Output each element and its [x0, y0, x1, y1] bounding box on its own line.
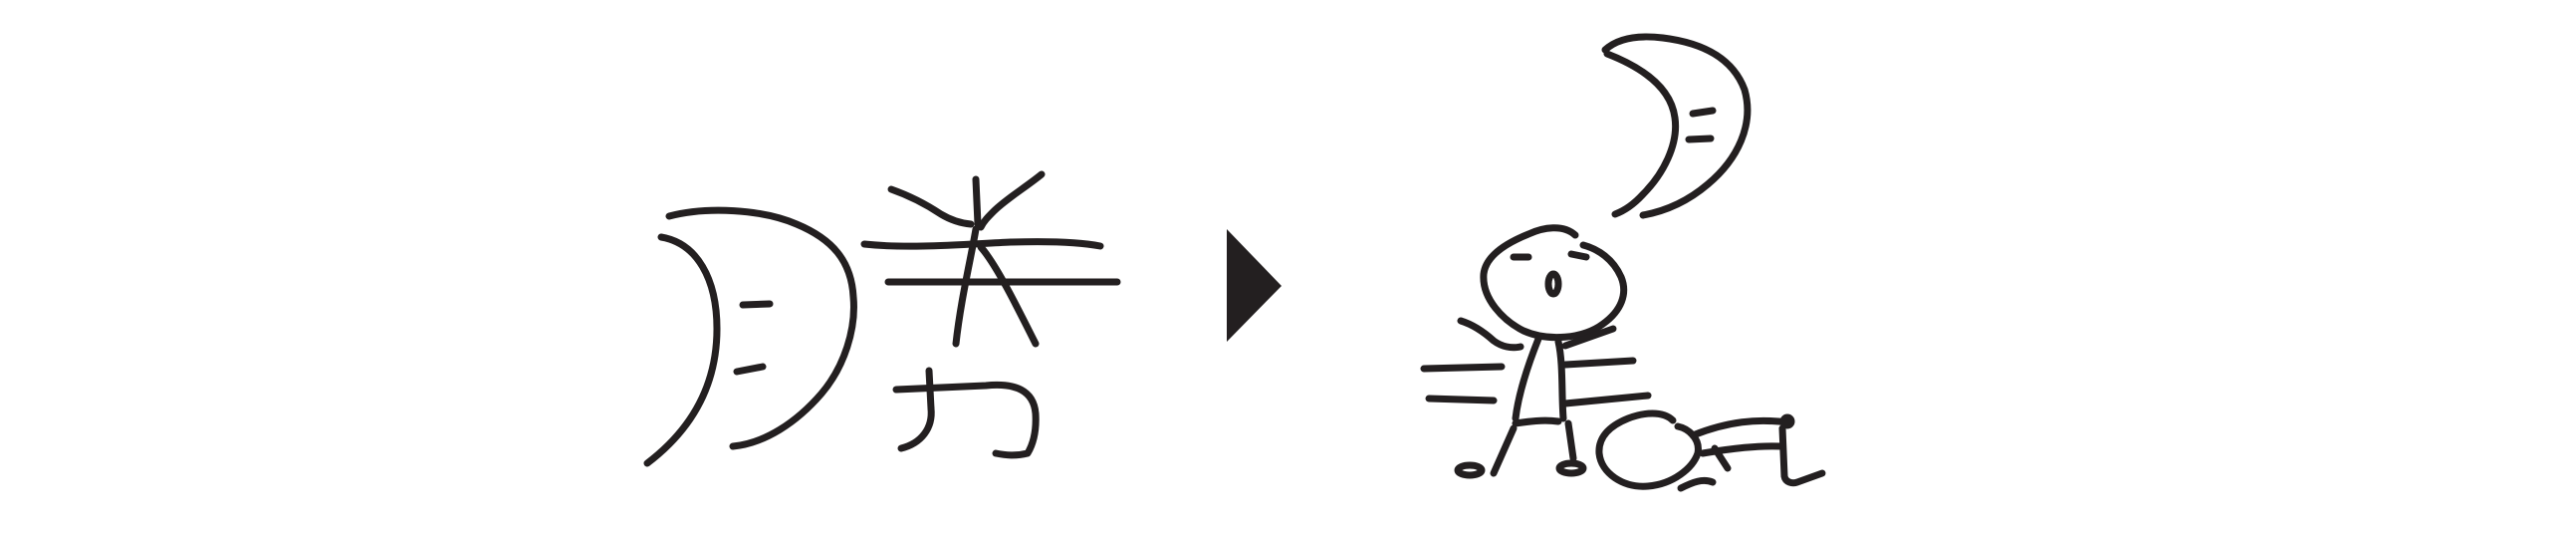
stroke-upper-horizontal [860, 238, 1104, 250]
rib-left-lower [1425, 395, 1498, 404]
stroke-lower-hook [892, 381, 1040, 459]
lying-leg [1778, 424, 1826, 487]
bubble-dash-lower [1685, 134, 1715, 143]
stroke-dash-upper [739, 300, 774, 309]
lying-arm-upper [1689, 416, 1791, 439]
right-leg [1564, 419, 1577, 462]
lying-dot [1779, 413, 1795, 429]
head-outline [1480, 224, 1628, 342]
lying-arm-lower [1699, 442, 1786, 457]
bubble-outline [1601, 33, 1752, 219]
play-triangle-icon [1227, 229, 1282, 342]
handwritten-kanji-glyph [643, 170, 1121, 467]
belt [1512, 416, 1562, 427]
eye-right [1567, 250, 1590, 261]
stick-figure-drawing [1420, 33, 1826, 492]
left-foot [1454, 461, 1486, 479]
stroke-lower-tail [897, 404, 935, 452]
bubble-dash-upper [1689, 107, 1717, 118]
rib-left-upper [1420, 363, 1506, 373]
lying-head [1595, 409, 1702, 490]
torso-right [1554, 338, 1567, 422]
stroke-left-arm [887, 185, 975, 228]
right-character [860, 170, 1121, 459]
stroke-left-diagonal [952, 225, 980, 348]
stroke-top-arc [665, 206, 857, 450]
rib-right-upper [1561, 357, 1637, 369]
figure-head [1480, 224, 1628, 342]
rib-right-lower [1561, 392, 1652, 407]
nose [1544, 270, 1562, 298]
right-arm [1561, 325, 1617, 350]
speech-bubble [1601, 33, 1752, 219]
left-character [643, 206, 857, 467]
lying-figure [1595, 409, 1826, 492]
right-foot [1555, 459, 1587, 477]
stroke-left-curve [643, 233, 721, 467]
stroke-center-tick [972, 175, 982, 228]
lying-tick [1711, 444, 1732, 472]
left-leg [1490, 424, 1518, 477]
stroke-right-diagonal [977, 243, 1040, 348]
lying-foot [1677, 476, 1717, 492]
stroke-dash-lower [733, 363, 767, 376]
figure-body [1420, 317, 1652, 479]
torso-left [1512, 335, 1542, 422]
left-arm [1457, 317, 1524, 352]
bubble-inner [1603, 50, 1680, 218]
stroke-right-arm [977, 170, 1046, 231]
